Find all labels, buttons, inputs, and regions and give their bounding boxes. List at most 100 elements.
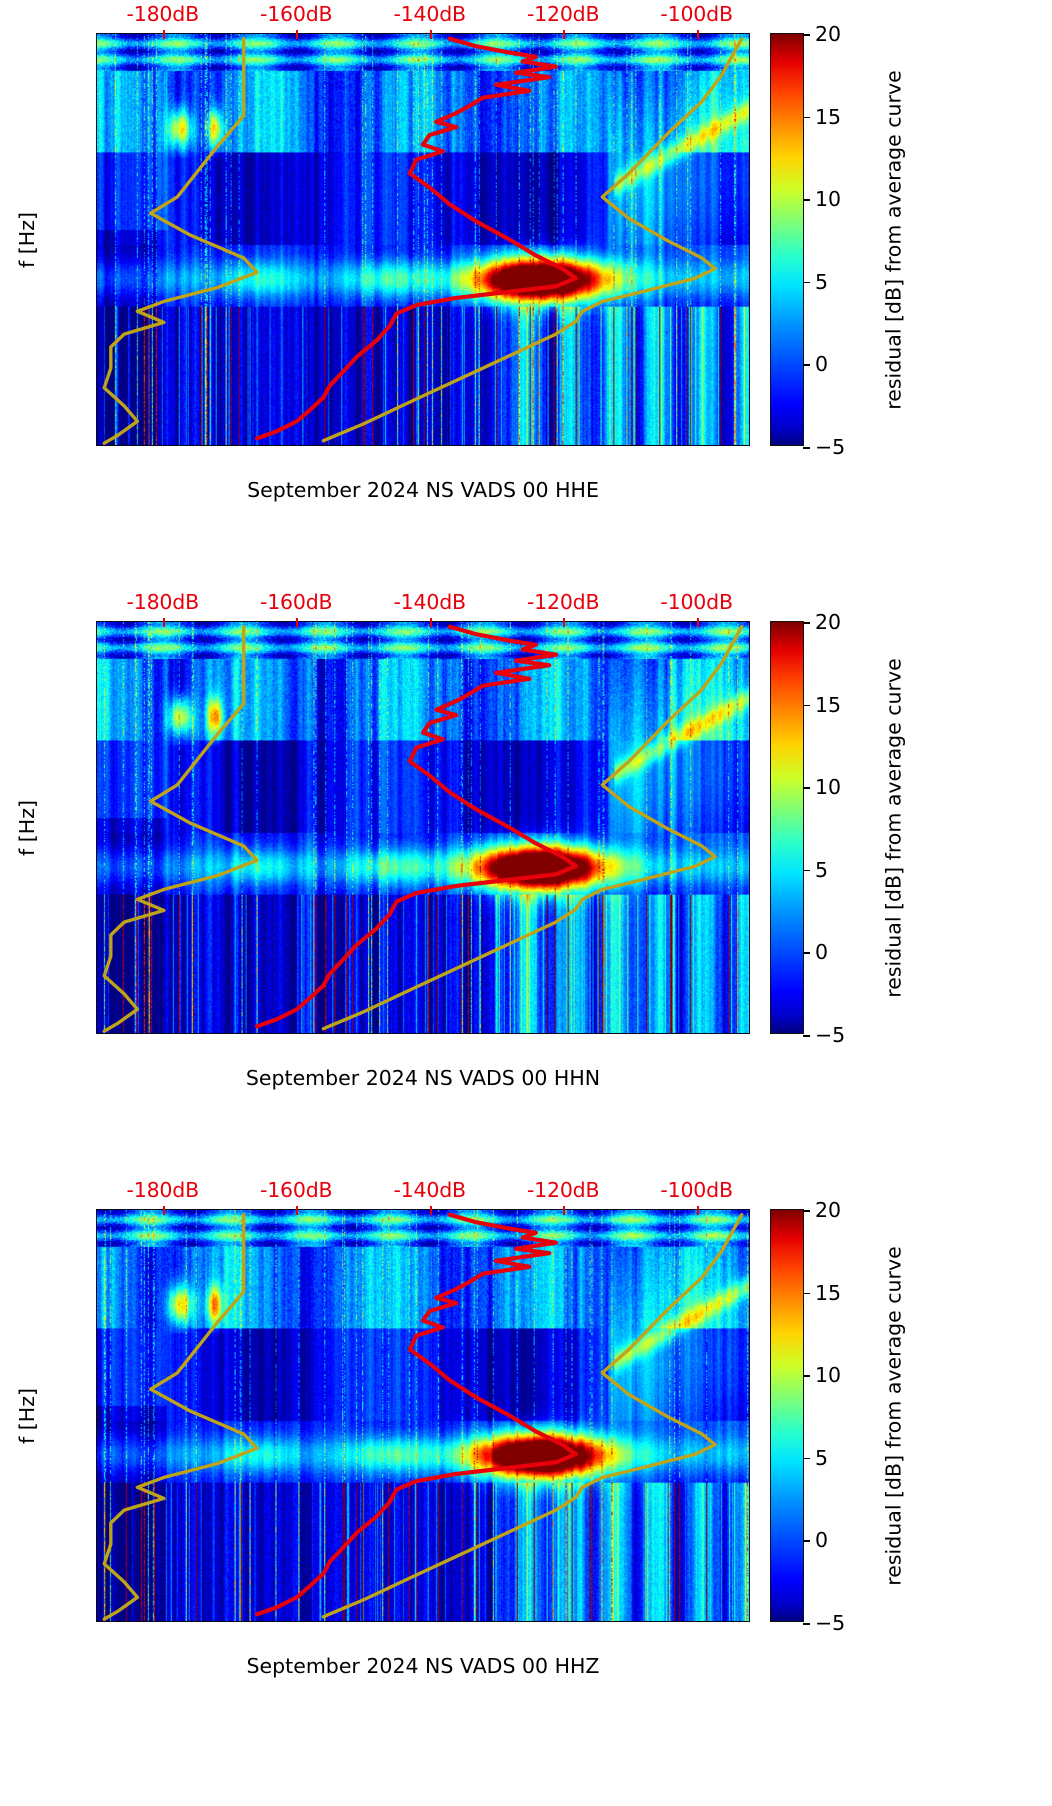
colorbar-tick-label: 20 xyxy=(815,1198,842,1222)
colorbar-tick xyxy=(803,704,810,707)
x-tick xyxy=(489,1621,491,1622)
x-tick xyxy=(97,445,99,446)
colorbar-tick xyxy=(803,281,810,284)
colorbar-tick-label: 5 xyxy=(815,857,829,882)
overlay-curves xyxy=(102,1212,744,1621)
y-tick-minor xyxy=(96,1493,97,1494)
y-tick-minor xyxy=(96,75,97,76)
x-tick xyxy=(664,1621,666,1622)
x-tick xyxy=(489,1033,491,1034)
top-db-tick-label: -160dB xyxy=(260,2,333,26)
y-tick-minor xyxy=(96,1233,97,1234)
y-tick-minor xyxy=(96,766,97,767)
y-tick-minor xyxy=(96,1287,97,1288)
y-tick-minor xyxy=(96,704,97,705)
x-axis-title: September 2024 NS VADS 00 HHZ xyxy=(246,1654,600,1678)
x-tick xyxy=(446,1033,448,1034)
colorbar-tick xyxy=(803,1623,810,1625)
top-db-tick-label: -140dB xyxy=(393,590,466,614)
colorbar-tick xyxy=(803,364,810,366)
y-tick-minor xyxy=(96,813,97,814)
x-tick xyxy=(184,1033,186,1034)
colorbar-tick xyxy=(803,116,810,119)
colorbar-tick-label: 0 xyxy=(815,1528,829,1553)
y-tick-minor xyxy=(96,932,97,933)
y-tick-minor xyxy=(96,116,97,117)
x-tick xyxy=(446,1621,448,1622)
top-db-tick xyxy=(696,618,699,627)
y-tick-minor xyxy=(96,851,97,852)
x-tick xyxy=(315,1033,317,1034)
colorbar-tick xyxy=(803,34,810,36)
y-tick-minor xyxy=(96,1004,97,1005)
x-axis-title: September 2024 NS VADS 00 HHE xyxy=(247,478,599,502)
colorbar-tick-label: −5 xyxy=(815,1023,846,1047)
y-tick-minor xyxy=(96,911,97,912)
top-db-tick xyxy=(429,30,432,39)
colorbar-tick-label: 5 xyxy=(815,269,829,294)
y-tick-minor xyxy=(96,1561,97,1562)
y-tick-minor xyxy=(96,663,97,664)
colorbar-tick-label: 10 xyxy=(815,775,842,800)
y-tick-minor xyxy=(96,1592,97,1593)
x-tick xyxy=(664,445,666,446)
x-tick xyxy=(97,1033,99,1034)
y-tick-minor xyxy=(96,829,97,830)
y-tick-minor xyxy=(96,137,97,138)
colorbar-tick-label: 10 xyxy=(815,187,842,212)
colorbar-tick xyxy=(803,447,810,449)
top-db-tick xyxy=(429,618,432,627)
y-tick-minor xyxy=(96,57,97,58)
spectrogram-axes: 10¹10⁰10⁻¹10⁻²13579111315171921232527293… xyxy=(96,33,750,446)
top-db-tick-label: -120dB xyxy=(526,2,600,26)
y-tick-minor xyxy=(96,147,97,148)
overlay-curves xyxy=(102,624,744,1033)
spectrogram-image xyxy=(97,34,749,445)
y-tick-minor xyxy=(96,367,97,368)
top-db-tick-label: -120dB xyxy=(526,590,600,614)
x-tick xyxy=(271,1033,273,1034)
top-db-tick-label: -140dB xyxy=(393,1178,466,1202)
colorbar-title: residual [dB] from average curve xyxy=(880,1209,908,1622)
y-tick-minor xyxy=(96,820,97,821)
colorbar-tick xyxy=(803,1035,810,1037)
spectrogram-axes: 10¹10⁰10⁻¹10⁻²13579111315171921232527293… xyxy=(96,1209,750,1622)
colorbar-tick xyxy=(803,199,810,201)
y-tick-minor xyxy=(96,1439,97,1440)
top-db-tick-label: -100dB xyxy=(660,2,733,26)
y-axis-title-text: f [Hz] xyxy=(15,799,39,856)
new-low-noise-model-nlnm-curve xyxy=(102,1212,259,1621)
x-tick xyxy=(141,445,143,446)
top-db-tick xyxy=(563,30,566,39)
x-tick xyxy=(577,1033,579,1034)
y-tick-minor xyxy=(96,385,97,386)
colorbar-tick xyxy=(803,1540,810,1542)
x-tick xyxy=(315,445,317,446)
colorbar-tick-label: 20 xyxy=(815,610,842,634)
colorbar-tick xyxy=(803,952,810,954)
y-tick-minor xyxy=(96,1251,97,1252)
y-tick-minor xyxy=(96,329,97,330)
top-db-tick xyxy=(696,1206,699,1215)
x-tick xyxy=(402,1621,404,1622)
y-tick-minor xyxy=(96,1417,97,1418)
x-tick xyxy=(97,1621,99,1622)
top-db-tick-label: -160dB xyxy=(260,1178,333,1202)
x-tick xyxy=(446,445,448,446)
spectrogram-image xyxy=(97,1210,749,1621)
x-tick xyxy=(402,1033,404,1034)
colorbar-tick-label: 15 xyxy=(815,1280,842,1305)
y-tick-minor xyxy=(96,160,97,161)
top-db-tick xyxy=(563,618,566,627)
x-tick xyxy=(271,445,273,446)
colorbar-tick xyxy=(803,869,810,872)
top-db-tick xyxy=(563,1206,566,1215)
x-tick xyxy=(533,1033,535,1034)
panel-hhz: f [Hz] 10¹10⁰10⁻¹10⁻²13579111315171921232… xyxy=(0,1176,1052,1736)
top-db-tick-label: -100dB xyxy=(660,1178,733,1202)
top-db-tick xyxy=(296,30,299,39)
x-tick xyxy=(228,1033,230,1034)
y-tick xyxy=(96,797,97,799)
top-db-tick xyxy=(296,1206,299,1215)
